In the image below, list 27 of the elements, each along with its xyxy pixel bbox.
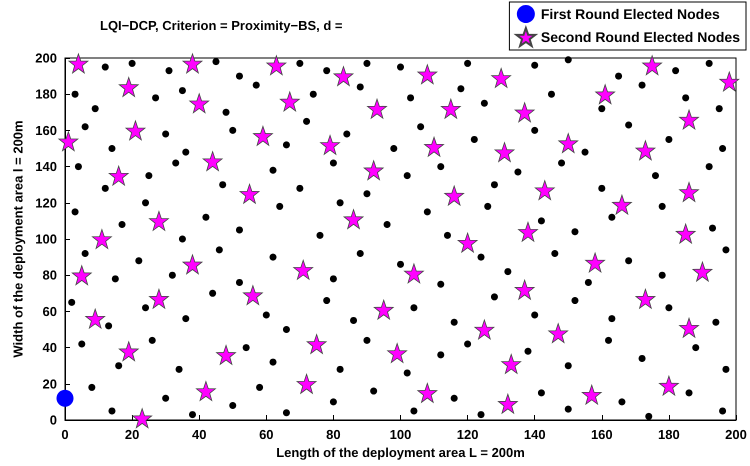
y-tick-label: 100 bbox=[35, 232, 57, 246]
y-tick-label: 0 bbox=[50, 412, 57, 428]
y-tick-label: 160 bbox=[35, 122, 57, 138]
x-tick-label: 20 bbox=[124, 427, 140, 442]
y-tick-label: 40 bbox=[42, 340, 57, 356]
x-tick-label: 140 bbox=[524, 427, 546, 442]
y-tick-label: 80 bbox=[42, 268, 57, 283]
legend-label: First Round Elected Nodes bbox=[540, 6, 720, 22]
chart-title: LQI−DCP, Criterion = Proximity−BS, d = bbox=[100, 18, 343, 33]
x-tick-label: 80 bbox=[326, 427, 341, 442]
y-tick-label: 60 bbox=[42, 304, 57, 319]
y-tick-label: 140 bbox=[35, 159, 57, 174]
x-tick-label: 120 bbox=[456, 427, 478, 442]
x-tick-label: 200 bbox=[725, 427, 747, 442]
y-tick-label: 20 bbox=[42, 376, 57, 392]
y-tick-label: 200 bbox=[35, 50, 57, 66]
y-tick-label: 180 bbox=[35, 86, 57, 102]
x-tick-label: 100 bbox=[390, 427, 412, 442]
x-axis-title: Length of the deployment area L = 200m bbox=[276, 444, 525, 460]
legend-label: Second Round Elected Nodes bbox=[540, 29, 740, 45]
x-tick-label: 40 bbox=[192, 427, 206, 442]
y-tick-label: 120 bbox=[35, 195, 57, 210]
x-tick-label: 0 bbox=[61, 427, 69, 442]
x-tick-label: 60 bbox=[259, 427, 274, 442]
x-tick-label: 180 bbox=[658, 427, 680, 442]
y-axis-title: Width of the deployment area l = 200m bbox=[10, 120, 26, 358]
x-tick-label: 160 bbox=[590, 427, 613, 442]
